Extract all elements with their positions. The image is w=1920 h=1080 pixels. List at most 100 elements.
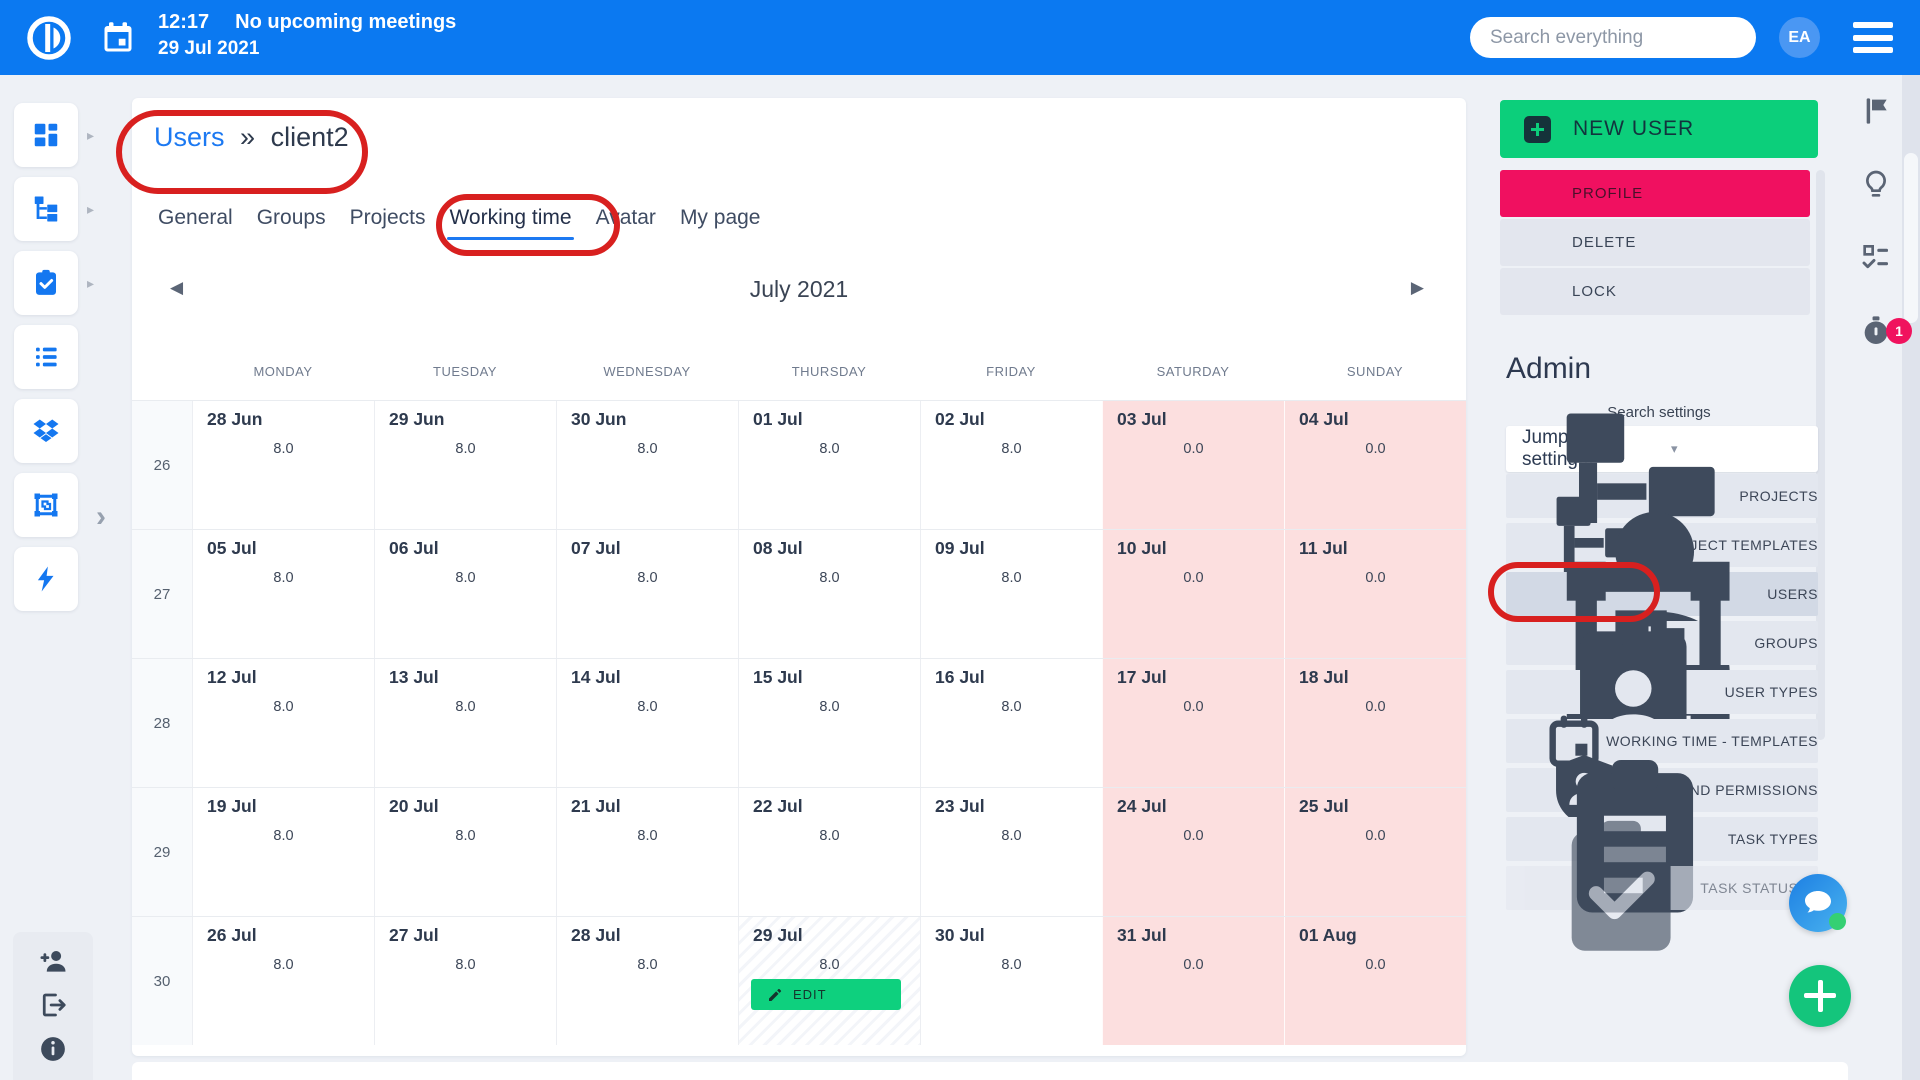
logout-icon[interactable] [38, 990, 68, 1020]
day-cell[interactable]: 28 Jul 8.0 [556, 917, 738, 1045]
pencil-icon [767, 987, 783, 1003]
day-cell[interactable]: 15 Jul 8.0 [738, 659, 920, 787]
tab-my-page[interactable]: My page [679, 206, 761, 229]
breadcrumb-users-link[interactable]: Users [154, 122, 225, 152]
day-cell[interactable]: 03 Jul 0.0 [1102, 401, 1284, 529]
next-month-icon[interactable]: ▶ [1410, 278, 1424, 297]
add-person-icon[interactable] [38, 946, 68, 976]
calendar-header: ◀ July 2021 ▶ [132, 276, 1466, 322]
stopwatch-icon[interactable] [1860, 314, 1892, 346]
day-cell[interactable]: 25 Jul 0.0 [1284, 788, 1466, 916]
day-cell[interactable]: 05 Jul 8.0 [192, 530, 374, 658]
day-cell[interactable]: 06 Jul 8.0 [374, 530, 556, 658]
day-date: 20 Jul [389, 796, 439, 816]
lock-button[interactable]: LOCK [1500, 268, 1810, 315]
info-icon[interactable] [38, 1034, 68, 1064]
day-cell[interactable]: 02 Jul 8.0 [920, 401, 1102, 529]
day-date: 24 Jul [1117, 796, 1167, 816]
day-cell[interactable]: 11 Jul 0.0 [1284, 530, 1466, 658]
day-cell[interactable]: 01 Aug 0.0 [1284, 917, 1466, 1045]
bulb-icon[interactable] [1860, 168, 1892, 200]
day-cell[interactable]: 28 Jun 8.0 [192, 401, 374, 529]
day-cell[interactable]: 07 Jul 8.0 [556, 530, 738, 658]
trash-icon [1526, 232, 1548, 254]
day-cell[interactable]: 12 Jul 8.0 [192, 659, 374, 787]
day-date: 30 Jul [935, 925, 985, 945]
day-cell[interactable]: 23 Jul 8.0 [920, 788, 1102, 916]
day-cell[interactable]: 21 Jul 8.0 [556, 788, 738, 916]
day-date: 28 Jun [207, 409, 263, 429]
day-cell[interactable]: 08 Jul 8.0 [738, 530, 920, 658]
tab-avatar[interactable]: Avatar [595, 206, 656, 229]
tab-working-time[interactable]: Working time [437, 200, 583, 240]
day-cell[interactable]: 26 Jul 8.0 [192, 917, 374, 1045]
day-date: 12 Jul [207, 667, 257, 687]
day-cell[interactable]: 24 Jul 0.0 [1102, 788, 1284, 916]
setting-item-projects[interactable]: PROJECTS [1506, 413, 1818, 579]
day-cell[interactable]: 30 Jun 8.0 [556, 401, 738, 529]
day-hours: 8.0 [455, 441, 476, 457]
sidebar-expand-chevron-icon[interactable]: › [96, 500, 106, 533]
day-header: SATURDAY [1156, 364, 1230, 379]
edit-working-time-button[interactable]: EDIT [751, 979, 901, 1010]
day-date: 21 Jul [571, 796, 621, 816]
chat-fab-button[interactable] [1789, 874, 1847, 932]
day-cell[interactable]: 29 Jul 8.0 EDIT [738, 917, 920, 1045]
page-scrollbar[interactable] [1902, 75, 1920, 1080]
sidebar-tile-quick-actions[interactable] [14, 547, 78, 611]
chat-online-dot [1829, 913, 1846, 930]
add-fab-button[interactable] [1789, 965, 1851, 1027]
app-logo-icon[interactable] [26, 15, 72, 61]
page-scrollbar-thumb[interactable] [1904, 153, 1918, 323]
tasks-icon [31, 268, 61, 298]
flag-icon[interactable] [1860, 95, 1892, 127]
day-date: 07 Jul [571, 538, 621, 558]
day-hours: 0.0 [1365, 957, 1386, 973]
sidebar-tile-tasks[interactable]: ▸ [14, 251, 94, 315]
day-cell[interactable]: 31 Jul 0.0 [1102, 917, 1284, 1045]
day-hours: 0.0 [1183, 699, 1204, 715]
day-cell[interactable]: 19 Jul 8.0 [192, 788, 374, 916]
stopwatch-badge: 1 [1886, 318, 1912, 344]
submenu-chevron-icon: ▸ [86, 127, 94, 143]
day-cell[interactable]: 27 Jul 8.0 [374, 917, 556, 1045]
menu-icon[interactable] [1853, 22, 1893, 53]
day-cell[interactable]: 16 Jul 8.0 [920, 659, 1102, 787]
sidebar-bottom-panel [13, 932, 93, 1080]
prev-month-icon[interactable]: ◀ [170, 278, 184, 297]
setting-item-user-types[interactable]: USER TYPES [1506, 617, 1818, 761]
day-cell[interactable]: 09 Jul 8.0 [920, 530, 1102, 658]
panel-scrollbar[interactable] [1816, 170, 1825, 740]
day-cell[interactable]: 17 Jul 0.0 [1102, 659, 1284, 787]
left-sidebar: ▸ ▸ ▸ [0, 75, 95, 1080]
sidebar-tile-dashboard[interactable]: ▸ [14, 103, 94, 167]
day-cell[interactable]: 04 Jul 0.0 [1284, 401, 1466, 529]
current-date: 29 Jul 2021 [158, 38, 260, 59]
sidebar-tile-groups[interactable] [14, 473, 78, 537]
day-cell[interactable]: 13 Jul 8.0 [374, 659, 556, 787]
sidebar-tile-list[interactable] [14, 325, 78, 389]
day-cell[interactable]: 14 Jul 8.0 [556, 659, 738, 787]
day-cell[interactable]: 22 Jul 8.0 [738, 788, 920, 916]
sidebar-tile-project-tree[interactable]: ▸ [14, 177, 94, 241]
tab-groups[interactable]: Groups [256, 206, 326, 229]
day-hours: 0.0 [1183, 957, 1204, 973]
sidebar-tile-dropbox[interactable] [14, 399, 78, 463]
tab-general[interactable]: General [158, 206, 233, 229]
day-cell[interactable]: 01 Jul 8.0 [738, 401, 920, 529]
meetings-calendar-icon[interactable] [100, 20, 136, 56]
search-input[interactable] [1470, 17, 1756, 58]
day-cell[interactable]: 20 Jul 8.0 [374, 788, 556, 916]
user-avatar[interactable]: EA [1779, 17, 1820, 58]
day-cell[interactable]: 30 Jul 8.0 [920, 917, 1102, 1045]
day-cell[interactable]: 29 Jun 8.0 [374, 401, 556, 529]
day-cell[interactable]: 18 Jul 0.0 [1284, 659, 1466, 787]
calendar-week-row: 29 19 Jul 8.0 20 Jul 8.0 21 Jul 8.0 22 Jul 8.0 23… [132, 787, 1466, 916]
checklist-icon[interactable] [1860, 241, 1892, 273]
tab-projects[interactable]: Projects [349, 206, 426, 229]
day-cell[interactable]: 10 Jul 0.0 [1102, 530, 1284, 658]
new-user-button[interactable]: NEW USER [1500, 100, 1818, 158]
delete-button[interactable]: DELETE [1500, 219, 1810, 266]
profile-button[interactable]: PROFILE [1500, 170, 1810, 217]
setting-item-task-statuses[interactable]: TASK STATUSES [1506, 820, 1818, 951]
